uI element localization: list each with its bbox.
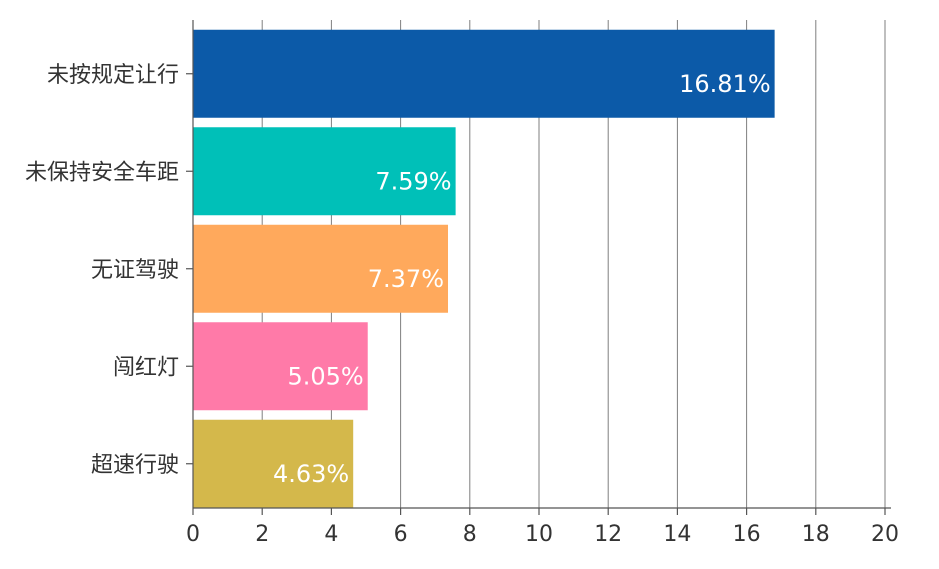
bar-4	[193, 419, 354, 508]
data-label: 5.05%	[287, 362, 363, 390]
x-tick-label: 18	[802, 522, 830, 547]
data-label: 7.37%	[368, 265, 444, 293]
data-label: 4.63%	[273, 460, 349, 488]
bar-2	[193, 224, 449, 313]
category-label: 未按规定让行	[47, 63, 179, 88]
x-tick-label: 20	[871, 522, 899, 547]
x-tick-label: 16	[733, 522, 761, 547]
data-label: 16.81%	[679, 70, 771, 98]
x-tick-label: 4	[324, 522, 338, 547]
data-labels: 16.81% 7.59% 7.37% 5.05% 4.63%	[273, 70, 771, 488]
x-tick-label: 10	[525, 522, 553, 547]
x-tick-labels: 0 2 4 6 8 10 12 14 16 18 20	[186, 522, 899, 547]
category-label: 超速行驶	[91, 453, 179, 478]
bars	[193, 29, 775, 508]
category-label: 无证驾驶	[91, 258, 179, 283]
x-tick-label: 0	[186, 522, 200, 547]
axes	[186, 20, 891, 515]
bar-3	[193, 322, 368, 411]
category-label: 未保持安全车距	[25, 160, 179, 185]
x-tick-label: 2	[255, 522, 269, 547]
x-tick-label: 14	[663, 522, 691, 547]
x-tick-label: 6	[394, 522, 408, 547]
data-label: 7.59%	[375, 167, 451, 195]
bar-0	[193, 29, 775, 118]
category-label: 闯红灯	[113, 355, 179, 380]
x-tick-label: 8	[463, 522, 477, 547]
bar-1	[193, 127, 456, 216]
x-tick-label: 12	[594, 522, 622, 547]
